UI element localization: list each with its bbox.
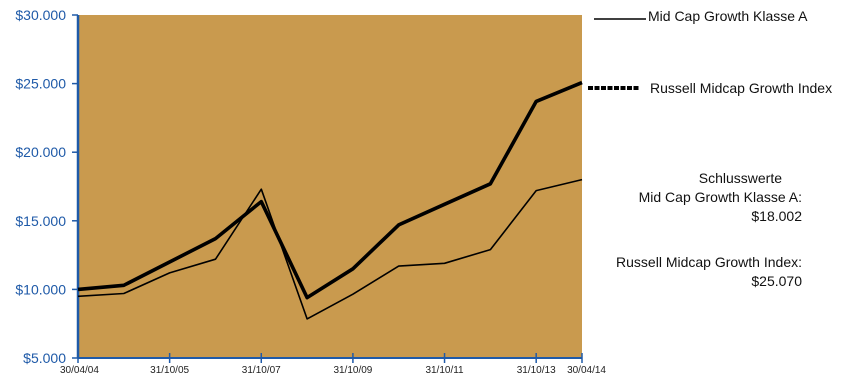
legend: Mid Cap Growth Klasse A Russell Midcap G… — [588, 8, 832, 96]
series-line-russell-midcap-growth — [77, 80, 583, 300]
final-value-mid-cap: $18.002 — [751, 208, 802, 224]
series-lines — [77, 80, 583, 320]
y-tick-label: $30.000 — [15, 7, 66, 23]
final-values-heading: Schlusswerte — [698, 170, 782, 186]
x-tick-label: 31/10/07 — [242, 365, 281, 376]
x-tick-label: 31/10/13 — [517, 365, 556, 376]
x-tick-label: 31/10/11 — [425, 365, 464, 376]
x-tick-label: 30/04/04 — [60, 365, 99, 376]
x-tick-label: 31/10/09 — [333, 365, 372, 376]
y-axis: $5.000 $10.000 $15.000 $20.000 $25.000 $30.00… — [15, 7, 80, 366]
final-value-label-mid-cap: Mid Cap Growth Klasse A: — [638, 189, 802, 205]
legend-label-mid-cap-growth: Mid Cap Growth Klasse A — [648, 8, 808, 24]
x-tick-label: 31/10/05 — [150, 365, 189, 376]
y-tick-label: $10.000 — [15, 281, 66, 297]
y-tick-label: $20.000 — [15, 144, 66, 160]
y-tick-label: $15.000 — [15, 213, 66, 229]
y-tick-label: $5.000 — [23, 350, 66, 366]
final-value-russell: $25.070 — [751, 273, 802, 289]
series-line-mid-cap-growth — [77, 178, 583, 320]
final-values-annotation: Schlusswerte Mid Cap Growth Klasse A: $1… — [590, 169, 802, 291]
plot-area — [78, 15, 582, 358]
x-axis: 30/04/04 31/10/05 31/10/07 31/10/09 31/10/11… — [60, 353, 606, 376]
final-value-label-russell: Russell Midcap Growth Index: — [616, 254, 802, 270]
y-tick-label: $25.000 — [15, 76, 66, 92]
x-tick-label: 30/04/14 — [567, 365, 606, 376]
legend-label-russell-midcap-growth: Russell Midcap Growth Index — [650, 80, 832, 96]
